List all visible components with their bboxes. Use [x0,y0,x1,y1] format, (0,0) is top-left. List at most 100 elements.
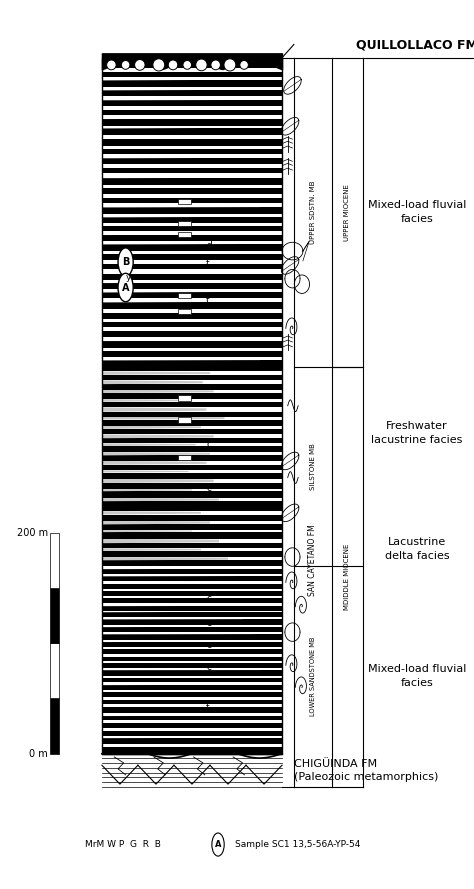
Bar [102,606,282,611]
Bar [102,492,282,498]
Bar [102,226,282,231]
Polygon shape [102,744,255,747]
Bar [102,649,282,654]
Bar [102,168,282,173]
Text: Mixed-load fluvial
facies: Mixed-load fluvial facies [368,200,466,224]
Bar [102,501,282,506]
Bar [102,100,282,107]
Bar [102,80,282,86]
Bar [102,313,282,319]
Bar [102,465,282,470]
Bar [102,129,282,134]
Text: Mixed-load fluvial
facies: Mixed-load fluvial facies [368,664,466,688]
Ellipse shape [107,60,116,70]
Bar [102,420,282,426]
Polygon shape [102,625,224,627]
Polygon shape [102,107,232,109]
Text: d: d [206,241,212,250]
Polygon shape [102,713,255,716]
Polygon shape [102,697,246,700]
Ellipse shape [135,60,145,70]
Polygon shape [102,86,242,91]
Bar [102,402,282,407]
Text: Sample SC1 13,5-56A-YP-54: Sample SC1 13,5-56A-YP-54 [235,840,360,849]
Bar [178,455,191,461]
Polygon shape [102,116,246,119]
Bar [102,716,282,720]
Bar [102,72,282,77]
Bar [102,446,282,453]
Bar [102,620,282,625]
Polygon shape [102,557,228,560]
Ellipse shape [153,59,165,71]
Bar [102,254,282,260]
Bar [102,738,282,744]
Bar [178,220,191,226]
Polygon shape [102,498,219,501]
Bar [102,700,282,704]
Text: UPPER SDSTN. MB: UPPER SDSTN. MB [310,180,316,244]
Polygon shape [102,327,237,331]
Bar [102,692,282,697]
Bar [102,292,282,298]
Bar [50,533,59,588]
Polygon shape [102,399,192,402]
Polygon shape [102,530,192,533]
Bar [102,302,282,309]
Bar [102,58,282,754]
Bar [102,731,282,736]
Polygon shape [102,461,206,465]
Bar [102,119,282,125]
Polygon shape [102,68,250,72]
Polygon shape [102,173,264,178]
Bar [102,322,282,327]
Bar [102,678,282,683]
Circle shape [118,248,133,276]
Bar [102,148,282,155]
Bar [102,583,282,589]
Text: t: t [206,296,210,305]
Ellipse shape [183,60,191,69]
Bar [102,438,282,444]
Polygon shape [102,241,242,244]
Bar [102,283,282,289]
Polygon shape [102,223,210,226]
Text: QUILLOLLACO FM: QUILLOLLACO FM [356,38,474,52]
Text: y: y [126,273,131,282]
Bar [102,670,282,676]
Circle shape [212,833,224,856]
Polygon shape [102,214,237,218]
Bar [50,643,59,699]
Bar [102,331,282,337]
Bar [102,723,282,728]
Polygon shape [102,155,250,158]
Polygon shape [102,736,237,738]
Bar [102,747,282,754]
Bar [102,341,282,348]
Polygon shape [102,407,206,412]
Polygon shape [102,690,210,692]
Polygon shape [102,596,228,598]
Bar [102,627,282,631]
Ellipse shape [121,60,130,69]
Polygon shape [102,337,255,341]
Text: 200 m: 200 m [17,528,48,538]
Bar [102,264,282,269]
Polygon shape [102,380,203,384]
Polygon shape [102,298,242,302]
Polygon shape [102,194,246,197]
Ellipse shape [224,59,236,71]
Text: c: c [206,484,211,493]
Polygon shape [102,478,214,483]
Bar [102,657,282,661]
Text: SILSTONE MB: SILSTONE MB [310,443,316,490]
Polygon shape [102,676,232,678]
Bar [102,360,282,367]
Bar [102,197,282,203]
Bar [102,506,282,511]
Bar [102,590,282,596]
Polygon shape [102,574,237,576]
Bar [178,232,191,237]
Bar [102,525,282,530]
Bar [102,515,282,521]
